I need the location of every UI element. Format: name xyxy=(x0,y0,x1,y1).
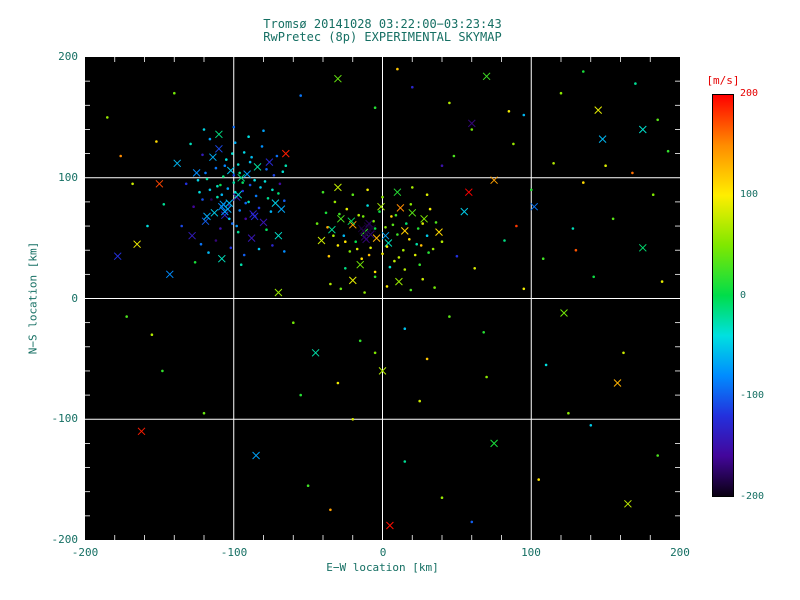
colorbar-label: [m/s] xyxy=(706,74,740,87)
scatter-plot-area xyxy=(85,57,680,540)
colorbar-tick: 100 xyxy=(740,189,759,200)
colorbar-tick: 0 xyxy=(740,290,747,301)
x-axis-tick: 100 xyxy=(521,546,541,559)
y-axis-tick: -200 xyxy=(51,533,79,546)
colorbar-tick: 200 xyxy=(740,88,759,99)
y-axis-tick: 0 xyxy=(71,292,78,305)
y-axis-tick: 200 xyxy=(58,50,78,63)
x-axis-tick: 0 xyxy=(379,546,387,559)
chart-title: Tromsø 20141028 03:22:00−03:23:43 xyxy=(263,17,502,31)
y-axis-tick: -100 xyxy=(51,412,79,425)
x-axis-tick: 200 xyxy=(670,546,690,559)
x-axis-tick: -200 xyxy=(71,546,99,559)
x-axis-tick: -100 xyxy=(220,546,248,559)
scatter-plot-canvas xyxy=(85,57,680,540)
y-axis-tick: 100 xyxy=(58,171,78,184)
colorbar-tick: -100 xyxy=(740,390,765,401)
chart-subtitle: RwPretec (8p) EXPERIMENTAL SKYMAP xyxy=(263,30,502,44)
y-axis-label: N−S location [km] xyxy=(26,241,40,355)
colorbar-tick: -200 xyxy=(740,491,765,502)
x-axis-label: E−W location [km] xyxy=(326,561,439,574)
colorbar-gradient xyxy=(712,94,734,497)
